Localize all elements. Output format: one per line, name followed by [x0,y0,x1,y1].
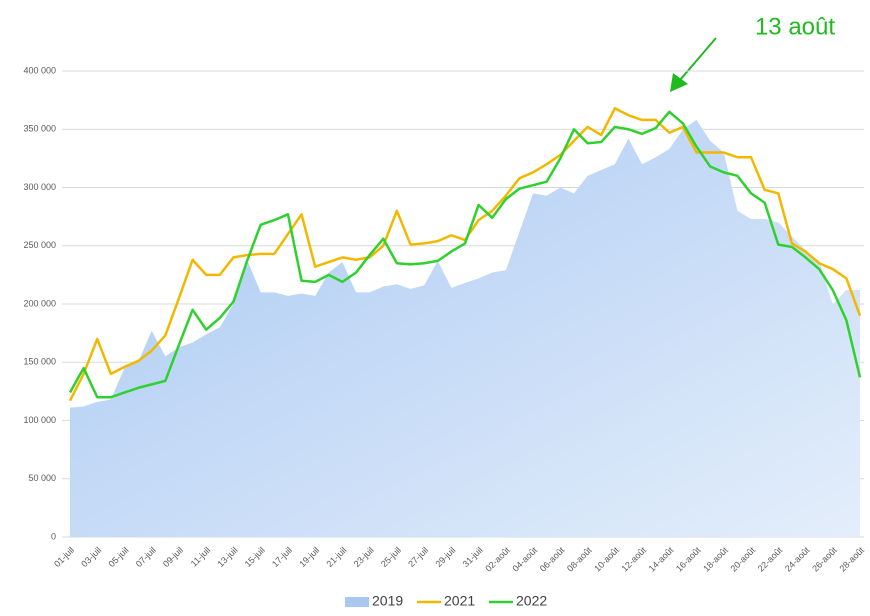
x-tick-label: 24-août [783,545,812,574]
x-tick-label: 16-août [674,545,703,574]
x-tick-label: 01-juil [52,545,76,569]
x-tick-label: 22-août [756,545,785,574]
x-tick-label: 03-juil [79,545,103,569]
x-tick-label: 28-août [837,545,866,574]
x-tick-label: 18-août [701,545,730,574]
area [70,119,860,538]
x-tick-label: 09-juil [161,545,185,569]
x-tick-label: 02-août [483,545,512,574]
legend-label: 2019 [372,593,403,609]
x-tick-label: 31-juil [461,545,485,569]
x-tick-label: 29-juil [433,545,457,569]
x-tick-label: 05-juil [107,545,131,569]
y-tick-label: 50 000 [28,473,56,483]
x-tick-label: 25-juil [379,545,403,569]
x-tick-label: 21-juil [324,545,348,569]
x-tick-label: 15-juil [243,545,267,569]
x-tick-label: 26-août [810,545,839,574]
x-tick-label: 13-juil [215,545,239,569]
y-tick-label: 200 000 [23,298,56,308]
x-tick-label: 27-juil [406,545,430,569]
legend-label: 2021 [444,593,475,609]
x-tick-label: 12-août [620,545,649,574]
x-tick-label: 14-août [647,545,676,574]
x-tick-label: 06-août [538,545,567,574]
x-tick-label: 04-août [511,545,540,574]
x-tick-label: 10-août [592,545,621,574]
line [68,110,862,399]
annotation: 13 août [755,13,835,40]
annotation-arrowhead [670,73,688,92]
y-tick-label: 250 000 [23,240,56,250]
y-tick-label: 350 000 [23,124,56,134]
annotation-arrow [679,37,717,81]
x-tick-label: 19-juil [297,545,321,569]
x-tick-label: 08-août [565,545,594,574]
x-tick-label: 11-juil [189,545,213,569]
legend-label: 2022 [516,593,547,609]
legend-swatch [345,597,369,607]
y-tick-label: 150 000 [23,357,56,367]
x-tick-label: 23-juil [352,545,376,569]
x-tick-label: 17-juil [270,545,294,569]
y-tick-label: 400 000 [23,65,56,75]
x-tick-label: 20-août [728,545,757,574]
y-tick-label: 100 000 [23,415,56,425]
y-tick-label: 0 [51,531,56,541]
x-tick-label: 07-juil [134,545,158,569]
y-tick-label: 300 000 [23,182,56,192]
